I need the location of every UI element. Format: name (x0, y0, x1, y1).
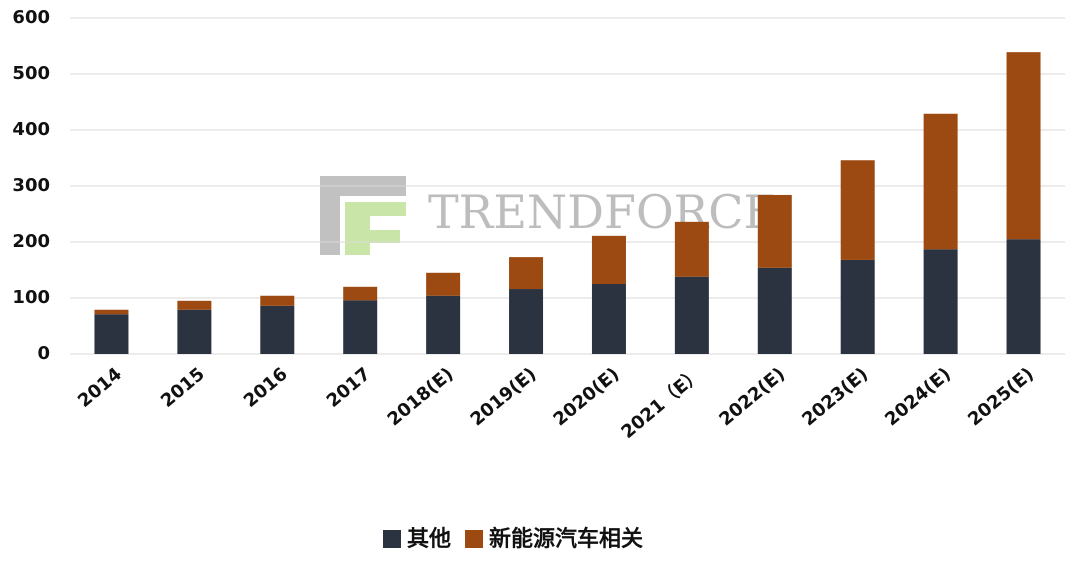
bar-segment (260, 305, 295, 354)
legend-label: 新能源汽车相关 (489, 526, 643, 552)
bar-segment (840, 160, 875, 260)
bar-segment (1006, 239, 1041, 354)
x-tick-label: 2018(E) (384, 364, 458, 431)
bar-segment (674, 276, 709, 354)
y-tick-label: 600 (12, 7, 50, 28)
bar-segment (343, 286, 378, 301)
bar-segment (343, 300, 378, 354)
bar-segment (94, 309, 129, 315)
y-tick-label: 0 (37, 343, 50, 364)
x-tick-label: 2015 (157, 364, 209, 412)
y-tick-label: 300 (12, 175, 50, 196)
legend-swatch (383, 530, 401, 548)
y-tick-label: 500 (12, 63, 50, 84)
bar-segment (1006, 52, 1041, 240)
bar-segment (426, 272, 461, 296)
x-tick-label: 2024(E) (881, 364, 955, 431)
bar-segment (509, 289, 544, 354)
legend-swatch (465, 530, 484, 548)
bar-segment (757, 267, 792, 354)
x-tick-label: 2021（E） (617, 364, 706, 443)
watermark-logo (320, 176, 406, 255)
bar-segment (757, 194, 792, 268)
y-tick-label: 100 (12, 287, 50, 308)
bar-segment (591, 284, 626, 354)
bar-segment (260, 295, 295, 306)
bar-segment (426, 295, 461, 354)
bar-segment (840, 259, 875, 354)
bar-segment (509, 257, 544, 290)
bar-segment (591, 235, 626, 284)
bar-segment (674, 221, 709, 277)
bar-segment (177, 309, 212, 354)
bar-segment (94, 314, 129, 354)
x-tick-label: 2019(E) (467, 364, 541, 431)
x-tick-label: 2014 (74, 364, 126, 412)
x-tick-label: 2023(E) (798, 364, 872, 431)
bar-segment (923, 249, 958, 354)
x-tick-label: 2016 (240, 364, 292, 412)
legend-label: 其他 (407, 527, 451, 552)
x-tick-label: 2017 (323, 364, 375, 412)
x-tick-label: 2020(E) (549, 364, 623, 431)
y-tick-label: 200 (12, 231, 50, 252)
bar-segment (177, 300, 212, 310)
y-tick-label: 400 (12, 119, 50, 140)
x-tick-label: 2025(E) (964, 364, 1038, 431)
watermark: TRENDFORCE (428, 185, 777, 239)
bar-segment (923, 113, 958, 250)
x-tick-label: 2022(E) (715, 364, 789, 431)
